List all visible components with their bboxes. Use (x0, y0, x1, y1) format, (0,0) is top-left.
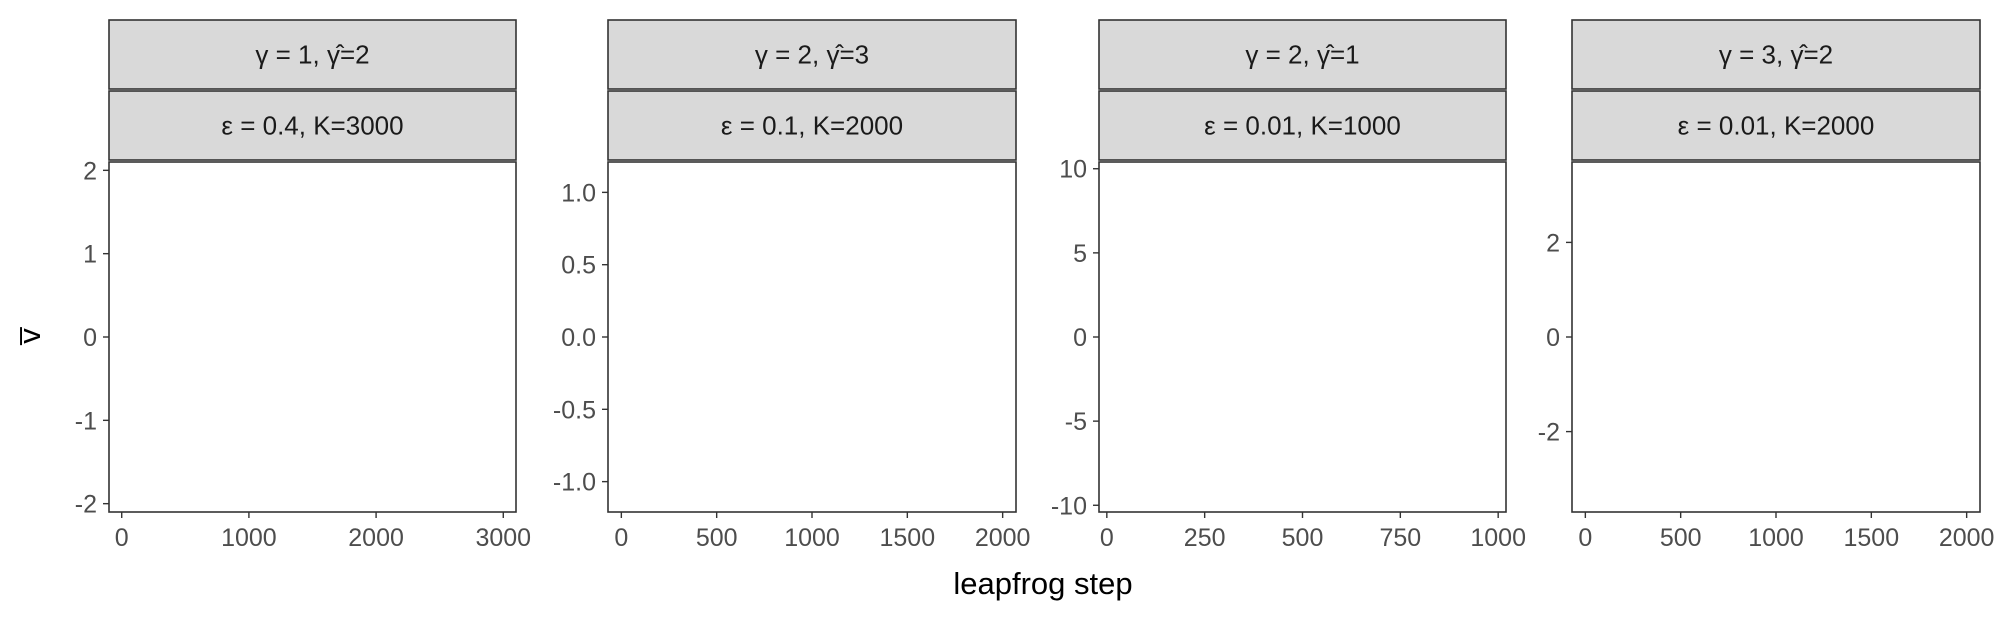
x-tick-label: 2000 (1939, 524, 1995, 552)
strip-top-label: γ = 2, γ̂=3 (755, 40, 869, 70)
panel-border (1098, 161, 1507, 513)
y-tick-label: 0.5 (561, 252, 596, 280)
strip-top-label: γ = 2, γ̂=1 (1245, 40, 1359, 70)
x-tick-label: 500 (1660, 524, 1702, 552)
x-tick-label: 750 (1379, 524, 1421, 552)
y-tick-label: -1 (75, 407, 97, 435)
y-tick-label: 5 (1073, 240, 1087, 268)
x-tick-label: 0 (1578, 524, 1592, 552)
x-tick-label: 1000 (221, 524, 277, 552)
strip-bottom-label: ε = 0.4, K=3000 (221, 111, 403, 141)
x-tick-label: 1000 (784, 524, 840, 552)
y-tick-label: -1.0 (553, 469, 596, 497)
x-tick-label: 250 (1184, 524, 1226, 552)
y-tick-label: 0 (83, 324, 97, 352)
strip-bottom-box (1098, 90, 1507, 161)
strip-bottom-box (1571, 90, 1981, 161)
strip-top-box (1098, 19, 1507, 90)
panel-border (1571, 161, 1981, 513)
x-tick-label: 1000 (1470, 524, 1526, 552)
y-tick-label: -2 (1538, 419, 1560, 447)
strip-top-label: γ = 1, γ̂=2 (255, 40, 369, 70)
x-tick-label: 1500 (1844, 524, 1900, 552)
x-tick-label: 1500 (880, 524, 936, 552)
facet-panel-1: γ = 1, γ̂=2 ε = 0.4, K=3000 0 1000 2000 3000 -… (75, 19, 531, 552)
x-axis-title: leapfrog step (953, 566, 1132, 601)
facet-panel-2: γ = 2, γ̂=3 ε = 0.1, K=2000 0 500 1000 1500 20… (553, 19, 1031, 552)
x-tick-label: 1000 (1748, 524, 1804, 552)
y-tick-label: 0 (1546, 324, 1560, 352)
strip-bottom-label: ε = 0.01, K=2000 (1678, 111, 1875, 141)
x-tick-label: 3000 (475, 524, 531, 552)
strip-top-box (607, 19, 1017, 90)
y-tick-label: 1 (83, 241, 97, 269)
panel-border (108, 161, 517, 513)
x-tick-label: 0 (614, 524, 628, 552)
x-tick-label: 0 (1100, 524, 1114, 552)
strip-top-box (1571, 19, 1981, 90)
y-tick-label: -0.5 (553, 396, 596, 424)
y-tick-label: 10 (1059, 156, 1087, 184)
y-axis-title: v̅ (12, 326, 47, 346)
x-tick-label: 500 (696, 524, 738, 552)
facet-panel-4: γ = 3, γ̂=2 ε = 0.01, K=2000 0 500 1000 1500 2… (1538, 19, 1995, 552)
y-tick-label: 0 (1073, 324, 1087, 352)
strip-bottom-box (607, 90, 1017, 161)
y-tick-label: 2 (83, 157, 97, 185)
y-tick-label: 1.0 (561, 179, 596, 207)
x-tick-label: 2000 (975, 524, 1031, 552)
x-tick-label: 0 (115, 524, 129, 552)
y-tick-label: -2 (75, 491, 97, 519)
strip-bottom-label: ε = 0.01, K=1000 (1204, 111, 1401, 141)
panel-border (607, 161, 1017, 513)
strip-bottom-label: ε = 0.1, K=2000 (721, 111, 903, 141)
y-tick-label: -10 (1051, 492, 1087, 520)
x-tick-label: 2000 (348, 524, 404, 552)
y-tick-label: 0.0 (561, 324, 596, 352)
strip-top-label: γ = 3, γ̂=2 (1719, 40, 1833, 70)
strip-top-box (108, 19, 517, 90)
strip-bottom-box (108, 90, 517, 161)
y-tick-label: 2 (1546, 229, 1560, 257)
y-tick-label: -5 (1065, 408, 1087, 436)
x-tick-label: 500 (1282, 524, 1324, 552)
